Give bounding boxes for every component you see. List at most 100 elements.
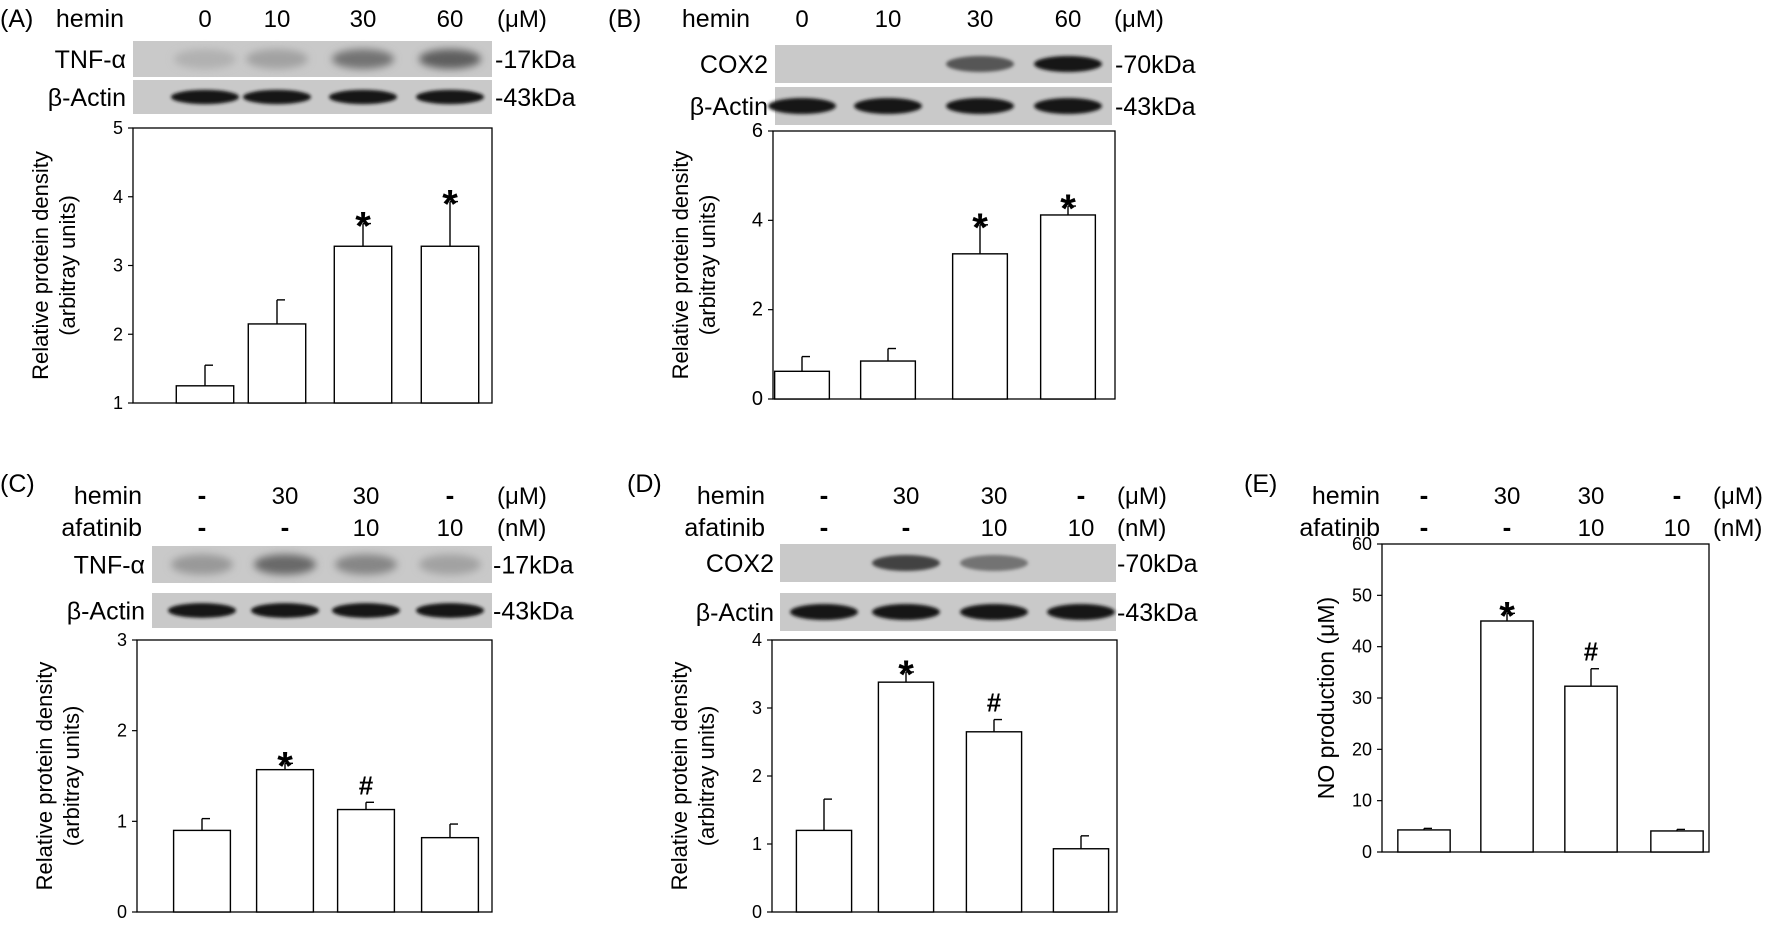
panel-letter: (D) (627, 470, 662, 498)
bar-chart: 0 2 4 6 Relative protein density (arbitray un… (668, 120, 1116, 410)
panel-c: (C) hemin -30 30- (μM)afatinib - -10 10 (nM)TNF-… (0, 470, 574, 922)
treatment-unit: (μM) (497, 6, 547, 33)
plot-frame (772, 130, 1116, 400)
bar (877, 681, 935, 913)
y-tick-label: 50 (1352, 585, 1372, 605)
panel-letter: (B) (608, 5, 641, 33)
significance-marker: * (1060, 187, 1076, 231)
treatment-label: afatinib (61, 514, 142, 542)
blot-band (1034, 98, 1102, 114)
y-tick-label: 2 (752, 766, 762, 786)
y-axis-label: NO production (μM) (1313, 597, 1339, 799)
treatment-value: 10 (1068, 515, 1095, 542)
treatment-value: 10 (353, 515, 380, 542)
treatment-value: 10 (264, 6, 291, 33)
treatment-value: - (1503, 512, 1512, 542)
y-tick-label: 1 (752, 834, 762, 854)
bar (247, 323, 307, 404)
blot-band (946, 98, 1014, 114)
treatment-value: 10 (437, 515, 464, 542)
bar-chart: 0 1 2 3 Relative protein density (arbitray un… (32, 630, 493, 922)
blot-strip (780, 593, 1116, 631)
blot-band (329, 89, 397, 105)
bar (965, 731, 1023, 913)
y-axis-label: (arbitray units) (55, 195, 80, 336)
y-tick-label: 30 (1352, 688, 1372, 708)
bar (420, 245, 480, 404)
y-tick-label: 10 (1352, 791, 1372, 811)
protein-label: TNF-α (55, 46, 126, 74)
treatment-value: 0 (198, 6, 211, 33)
y-axis-label: Relative protein density (668, 151, 693, 380)
treatment-value: - (198, 480, 207, 510)
treatment-unit: (nM) (1117, 515, 1166, 542)
panel-letter: (C) (0, 470, 35, 498)
bar-chart: 1 2 3 4 5 Relative protein density (arbitray u… (28, 118, 493, 413)
blot-band (946, 56, 1014, 72)
bar (255, 768, 315, 913)
treatment-value: 30 (1578, 483, 1605, 510)
protein-label: β-Actin (67, 598, 145, 626)
significance-marker: # (987, 688, 1002, 718)
treatment-value: - (1077, 480, 1086, 510)
plot-frame (136, 639, 493, 913)
protein-label: COX2 (700, 51, 768, 79)
blot-band (1047, 604, 1115, 620)
blot-strip (775, 45, 1112, 83)
blot-band (416, 89, 484, 105)
treatment-value: 60 (437, 6, 464, 33)
treatment-value: 10 (875, 6, 902, 33)
treatment-value: 30 (967, 6, 994, 33)
bar (773, 370, 831, 400)
blot-strip (152, 546, 492, 583)
size-marker: -43kDa (1117, 599, 1198, 627)
treatment-value: - (1673, 480, 1682, 510)
y-tick-label: 6 (752, 120, 763, 142)
treatment-label: afatinib (1299, 514, 1380, 542)
y-tick-label: 0 (752, 388, 763, 410)
significance-marker: * (898, 653, 914, 697)
y-tick-label: 0 (752, 902, 762, 922)
y-tick-label: 3 (117, 630, 127, 650)
significance-marker: * (355, 205, 371, 249)
y-tick-label: 0 (117, 902, 127, 922)
blot-band (246, 49, 308, 69)
y-tick-label: 2 (752, 299, 763, 321)
protein-label: β-Actin (696, 599, 774, 627)
blot-band (872, 555, 940, 571)
blot-band (790, 604, 858, 620)
bar-chart: 0 1 2 3 4 Relative protein density (arbitray u… (667, 630, 1118, 922)
treatment-value: - (198, 512, 207, 542)
size-marker: -43kDa (1115, 93, 1196, 121)
treatment-value: 60 (1055, 6, 1082, 33)
treatment-label: afatinib (684, 514, 765, 542)
panel-d: (D) hemin -30 30- (μM)afatinib - -10 10 (nM)COX2… (627, 470, 1198, 922)
blot-strip (780, 544, 1116, 582)
panel-a: (A) hemin 0 10 30 60 (μM) TNF-α -17kDa β-Actin -43… (0, 5, 576, 413)
blot-band (416, 603, 484, 618)
y-axis-label: (arbitray units) (694, 706, 719, 847)
treatment-value: - (446, 480, 455, 510)
y-axis-label: Relative protein density (667, 662, 692, 891)
significance-marker: # (1584, 637, 1599, 667)
y-tick-label: 1 (113, 393, 123, 413)
treatment-value: - (820, 480, 829, 510)
y-tick-label: 2 (113, 324, 123, 344)
bar (175, 385, 235, 404)
protein-label: β-Actin (690, 93, 768, 121)
blot-band (854, 98, 922, 114)
panel-e: (E) hemin -30 30- (μM)afatinib - -10 10 (nM)0102… (1244, 470, 1763, 862)
bar (1480, 620, 1534, 853)
bar (859, 360, 917, 400)
blot-band (171, 554, 233, 575)
size-marker: -17kDa (493, 552, 574, 580)
treatment-label: hemin (682, 5, 750, 33)
treatment-value: - (1420, 512, 1429, 542)
bar (333, 245, 393, 404)
blot-band (332, 603, 400, 618)
treatment-label: hemin (74, 482, 142, 510)
significance-marker: * (1499, 594, 1515, 638)
treatment-value: - (281, 512, 290, 542)
